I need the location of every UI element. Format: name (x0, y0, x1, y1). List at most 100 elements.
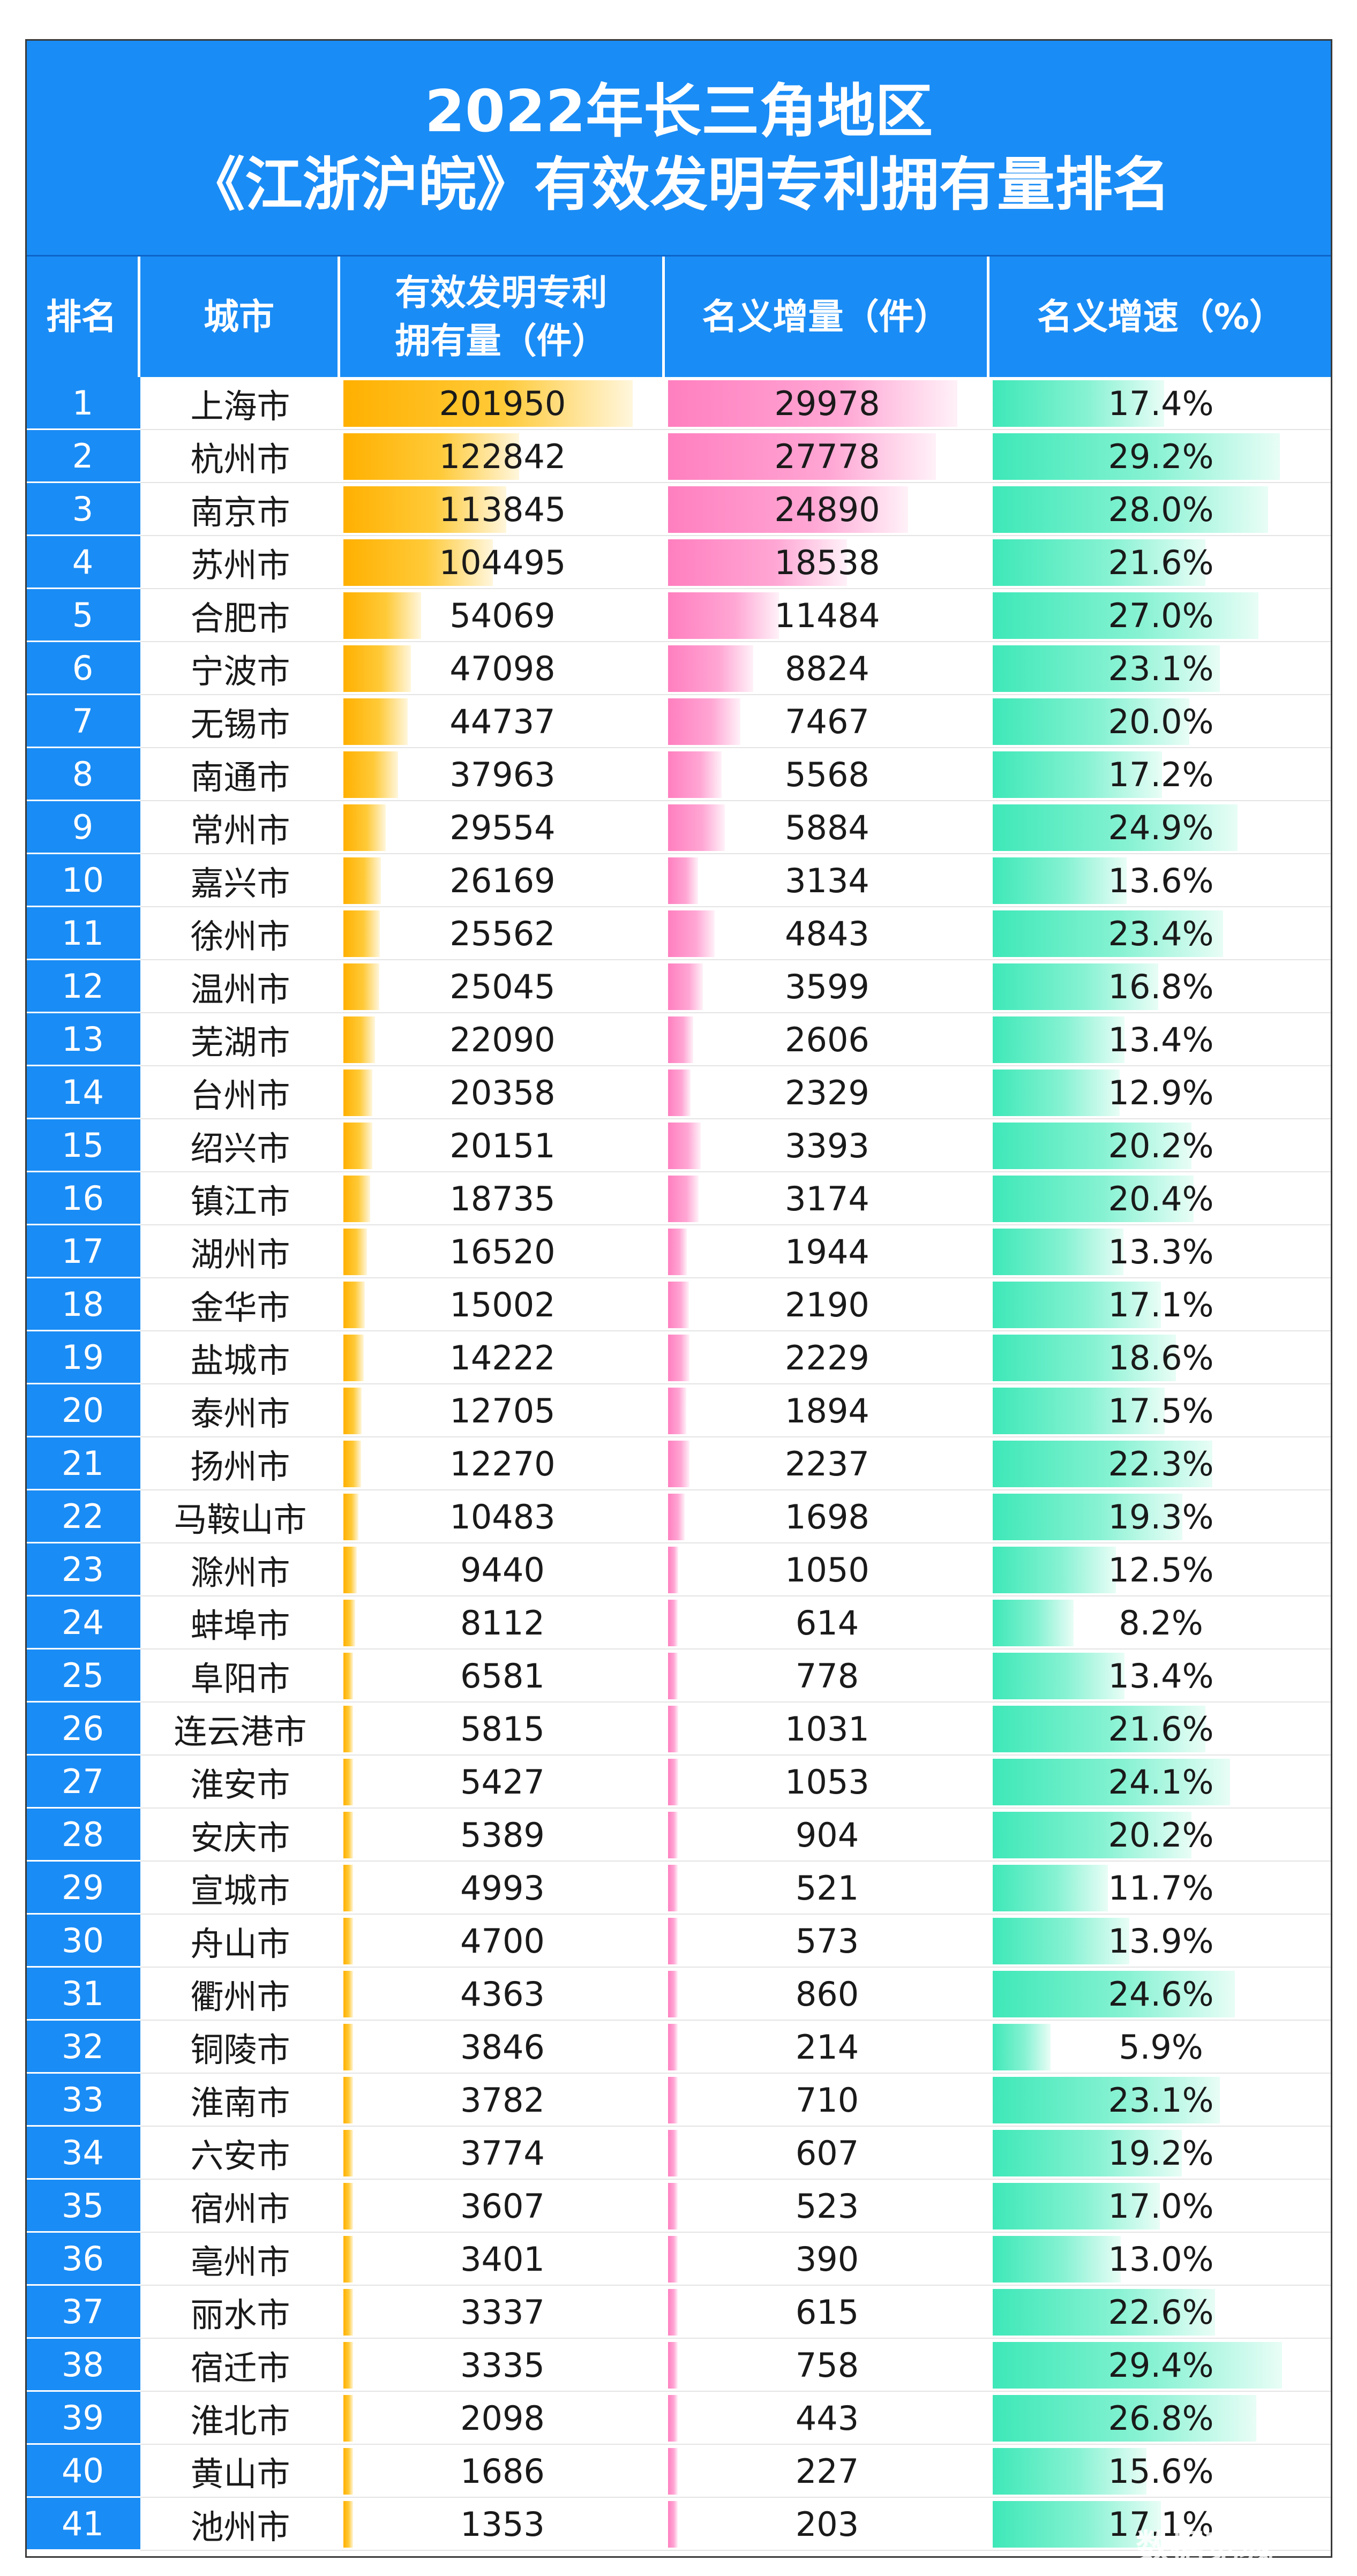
patents-cell: 18735 (340, 1172, 665, 1225)
city-cell: 连云港市 (140, 1703, 340, 1756)
patents-cell-bar (343, 1176, 371, 1222)
growth-cell-bar (993, 1282, 1161, 1328)
rank-cell: 34 (25, 2127, 140, 2180)
increase-cell: 523 (665, 2180, 989, 2233)
rank-cell: 9 (25, 801, 140, 854)
growth-cell-value: 23.1% (1108, 2081, 1214, 2120)
growth-cell: 27.0% (989, 589, 1332, 642)
increase-cell-value: 29978 (774, 384, 880, 423)
growth-cell: 23.1% (989, 642, 1332, 695)
table-row: 30 舟山市 4700 573 13.9% (25, 1915, 1332, 1968)
increase-cell-value: 227 (795, 2452, 859, 2491)
patents-cell-bar (343, 1016, 376, 1063)
increase-cell-bar (668, 1971, 678, 2017)
rank-cell: 5 (25, 589, 140, 642)
city-cell: 淮北市 (140, 2392, 340, 2445)
table-row: 3 南京市 113845 24890 28.0% (25, 483, 1332, 536)
increase-cell-bar (668, 910, 715, 957)
increase-cell: 2237 (665, 1437, 989, 1490)
growth-cell-bar (993, 1123, 1192, 1169)
patents-cell-value: 1353 (460, 2505, 545, 2544)
increase-cell-value: 1894 (785, 1391, 869, 1430)
patents-cell: 5427 (340, 1756, 665, 1809)
patents-cell-bar (343, 804, 386, 851)
growth-cell-value: 29.2% (1108, 437, 1214, 476)
table-row: 8 南通市 37963 5568 17.2% (25, 748, 1332, 801)
increase-cell: 2229 (665, 1331, 989, 1384)
rank-cell: 20 (25, 1384, 140, 1437)
increase-cell: 904 (665, 1809, 989, 1862)
patents-cell: 26169 (340, 854, 665, 907)
patents-cell: 122842 (340, 430, 665, 483)
patents-cell-value: 4993 (460, 1869, 545, 1908)
patents-cell-value: 12270 (449, 1444, 556, 1483)
increase-cell: 27778 (665, 430, 989, 483)
patents-cell: 22090 (340, 1013, 665, 1066)
patents-cell-value: 12705 (449, 1391, 556, 1430)
growth-cell: 28.0% (989, 483, 1332, 536)
rank-cell: 10 (25, 854, 140, 907)
rank-cell: 27 (25, 1756, 140, 1809)
patents-cell: 12705 (340, 1384, 665, 1437)
increase-cell-bar (668, 592, 779, 639)
increase-cell-bar (668, 1812, 678, 1858)
increase-cell-value: 3393 (785, 1126, 869, 1165)
growth-cell: 22.6% (989, 2286, 1332, 2339)
rank-cell: 29 (25, 1862, 140, 1915)
patents-cell-bar (343, 1123, 372, 1169)
growth-cell-value: 20.2% (1108, 1126, 1214, 1165)
patents-cell-value: 201950 (439, 384, 566, 423)
increase-cell: 18538 (665, 536, 989, 589)
patents-cell: 104495 (340, 536, 665, 589)
increase-cell-value: 523 (795, 2187, 859, 2226)
growth-cell-value: 18.6% (1108, 1338, 1214, 1377)
patents-cell-value: 29554 (449, 808, 556, 847)
patents-cell: 5815 (340, 1703, 665, 1756)
rank-cell: 40 (25, 2445, 140, 2498)
patents-cell: 10483 (340, 1490, 665, 1543)
patents-cell-value: 5389 (460, 1816, 545, 1855)
patents-cell: 3401 (340, 2233, 665, 2286)
table-row: 7 无锡市 44737 7467 20.0% (25, 695, 1332, 748)
increase-cell-bar (668, 1865, 678, 1911)
city-cell: 舟山市 (140, 1915, 340, 1968)
city-cell: 宿迁市 (140, 2339, 340, 2392)
increase-cell-bar (668, 2077, 678, 2123)
growth-cell-value: 28.0% (1108, 490, 1214, 529)
header-patents-line1: 有效发明专利 (395, 272, 608, 313)
table-row: 12 温州市 25045 3599 16.8% (25, 960, 1332, 1013)
growth-cell-value: 13.0% (1108, 2240, 1214, 2279)
increase-cell-value: 615 (795, 2293, 859, 2332)
patents-cell: 25045 (340, 960, 665, 1013)
patents-cell-bar (343, 2395, 353, 2442)
increase-cell-value: 521 (795, 1869, 859, 1908)
increase-cell: 29978 (665, 377, 989, 430)
patents-cell-bar (343, 2183, 353, 2229)
city-cell: 镇江市 (140, 1172, 340, 1225)
increase-cell-bar (668, 1494, 685, 1540)
growth-cell-bar (993, 1229, 1124, 1275)
rank-cell: 14 (25, 1066, 140, 1119)
increase-cell-value: 2606 (785, 1020, 869, 1059)
increase-cell-bar (668, 2183, 678, 2229)
patents-cell: 15002 (340, 1278, 665, 1331)
rank-cell: 38 (25, 2339, 140, 2392)
growth-cell: 18.6% (989, 1331, 1332, 1384)
increase-cell: 614 (665, 1596, 989, 1649)
increase-cell-bar (668, 2395, 678, 2442)
header-city: 城市 (140, 257, 340, 377)
patents-cell-value: 113845 (439, 490, 566, 529)
growth-cell: 13.6% (989, 854, 1332, 907)
increase-cell-bar (668, 1388, 687, 1434)
growth-cell-bar (993, 2077, 1220, 2123)
table-row: 27 淮安市 5427 1053 24.1% (25, 1756, 1332, 1809)
growth-cell: 29.2% (989, 430, 1332, 483)
increase-cell: 390 (665, 2233, 989, 2286)
growth-cell-bar (993, 1918, 1130, 1964)
patents-cell: 1686 (340, 2445, 665, 2498)
increase-cell-value: 3174 (785, 1179, 869, 1218)
patents-cell-bar (343, 963, 379, 1010)
growth-cell: 16.8% (989, 960, 1332, 1013)
growth-cell-value: 17.1% (1108, 2505, 1214, 2544)
growth-cell-bar (993, 1176, 1194, 1222)
